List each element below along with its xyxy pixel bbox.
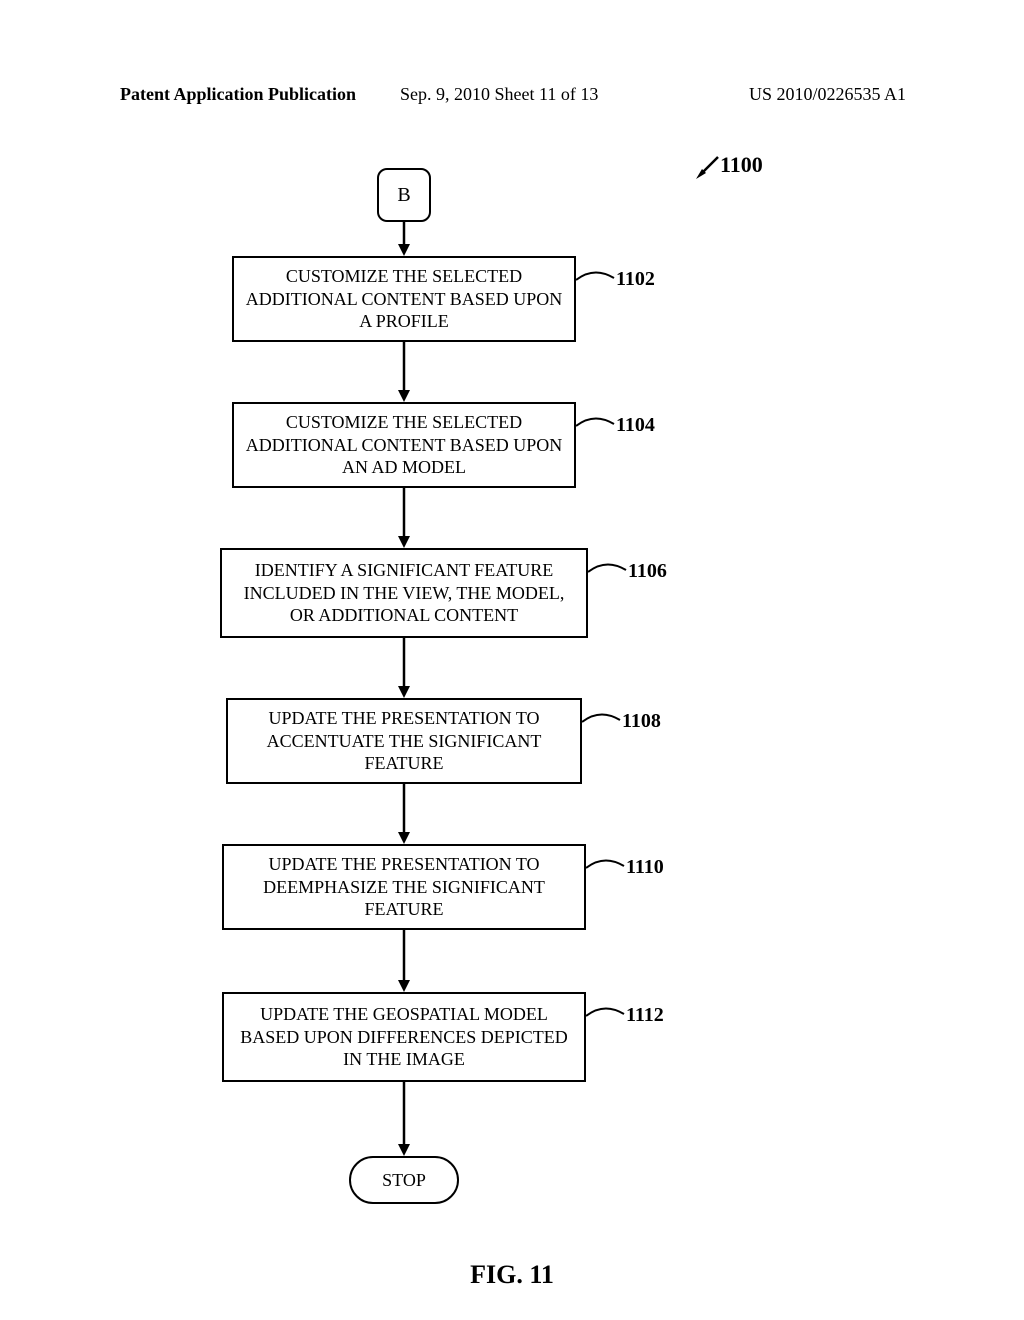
terminator-stop: STOP [349,1156,459,1204]
label-leader-1104-icon [576,412,616,440]
process-box-text: IDENTIFY A SIGNIFICANT FEATURE INCLUDED … [232,559,576,627]
page: Patent Application Publication Sep. 9, 2… [0,0,1024,1320]
process-box-1104: CUSTOMIZE THE SELECTED ADDITIONAL CONTEN… [232,402,576,488]
figure-ref-1100: 1100 [720,152,763,178]
label-leader-1102-icon [576,266,616,294]
process-box-text: CUSTOMIZE THE SELECTED ADDITIONAL CONTEN… [244,411,564,479]
label-leader-1106-icon [588,558,628,586]
arrow-icon [396,488,412,548]
ref-arrow-1100-icon [694,155,720,181]
process-ref-1106: 1106 [628,560,667,583]
arrow-icon [396,342,412,402]
process-box-text: CUSTOMIZE THE SELECTED ADDITIONAL CONTEN… [244,265,564,333]
label-leader-1110-icon [586,854,626,882]
label-leader-1112-icon [586,1002,626,1030]
process-box-1112: UPDATE THE GEOSPATIAL MODEL BASED UPON D… [222,992,586,1082]
process-ref-1102: 1102 [616,268,655,291]
process-box-text: UPDATE THE PRESENTATION TO ACCENTUATE TH… [238,707,570,775]
terminator-stop-label: STOP [382,1170,426,1191]
process-ref-1108: 1108 [622,710,661,733]
arrow-icon [396,784,412,844]
header-left: Patent Application Publication [120,84,356,105]
flowchart-diagram: 1100 B CUSTOMIZE THE SELECTED ADDITIONAL… [0,140,1024,1240]
arrow-icon [396,930,412,992]
process-box-1108: UPDATE THE PRESENTATION TO ACCENTUATE TH… [226,698,582,784]
label-leader-1108-icon [582,708,622,736]
figure-caption: FIG. 11 [0,1260,1024,1290]
arrow-icon [396,638,412,698]
header-right: US 2010/0226535 A1 [749,84,906,105]
process-box-1110: UPDATE THE PRESENTATION TO DEEMPHASIZE T… [222,844,586,930]
arrow-icon [396,222,412,256]
process-box-text: UPDATE THE PRESENTATION TO DEEMPHASIZE T… [234,853,574,921]
connector-b: B [377,168,431,222]
process-ref-1110: 1110 [626,856,664,879]
process-ref-1104: 1104 [616,414,655,437]
header-mid: Sep. 9, 2010 Sheet 11 of 13 [400,84,598,105]
process-box-1102: CUSTOMIZE THE SELECTED ADDITIONAL CONTEN… [232,256,576,342]
process-ref-1112: 1112 [626,1004,664,1027]
arrow-icon [396,1082,412,1156]
process-box-1106: IDENTIFY A SIGNIFICANT FEATURE INCLUDED … [220,548,588,638]
connector-b-label: B [397,184,410,207]
process-box-text: UPDATE THE GEOSPATIAL MODEL BASED UPON D… [234,1003,574,1071]
